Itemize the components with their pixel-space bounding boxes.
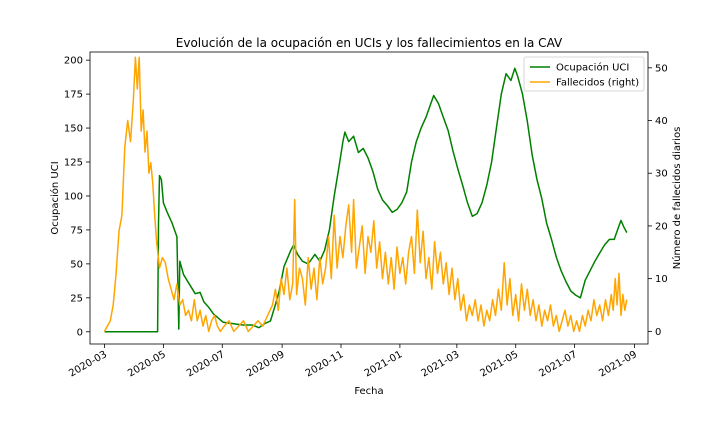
legend-label-deaths: Fallecidos (right) xyxy=(556,78,639,89)
y-left-tick-label: 100 xyxy=(64,191,83,202)
y-right-tick-label: 20 xyxy=(655,221,668,232)
plot-frame xyxy=(89,51,649,345)
x-tick-label: 2021-09 xyxy=(597,349,639,379)
y-right-tick-label: 50 xyxy=(655,63,668,74)
x-tick-label: 2020-03 xyxy=(67,349,109,379)
x-tick-label: 2020-05 xyxy=(126,349,168,379)
y-left-tick-label: 25 xyxy=(70,293,83,304)
series-line-uci xyxy=(104,67,628,333)
x-axis: 2020-03 2020-05 2020-07 2020-09 2020-11 2021-… xyxy=(67,344,639,379)
y-right-tick-label: 30 xyxy=(655,169,668,180)
legend: Ocupación UCI Fallecidos (right) xyxy=(523,56,645,92)
y-left-tick-label: 125 xyxy=(64,158,83,169)
legend-box xyxy=(523,56,645,92)
y-left-tick-label: 175 xyxy=(64,90,83,101)
y-axis-right-label: Número de fallecidos diarios xyxy=(671,127,683,270)
y-axis-left: 0 25 50 75 100 125 150 175 200 xyxy=(64,56,90,338)
x-tick-label: 2020-07 xyxy=(185,349,227,379)
y-right-tick-label: 0 xyxy=(655,327,661,338)
y-left-tick-label: 150 xyxy=(64,124,83,135)
y-left-tick-label: 0 xyxy=(77,327,83,338)
y-right-tick-label: 40 xyxy=(655,116,668,127)
x-axis-label: Fecha xyxy=(354,386,383,397)
y-right-tick-label: 10 xyxy=(655,274,668,285)
series-line-deaths xyxy=(103,56,628,333)
y-axis-right: 0 10 20 30 40 50 xyxy=(648,63,668,338)
y-left-tick-label: 50 xyxy=(70,259,83,270)
x-tick-label: 2020-09 xyxy=(245,349,287,379)
chart-title: Evolución de la ocupación en UCIs y los … xyxy=(176,36,563,50)
series-layer xyxy=(103,56,628,333)
x-tick-label: 2020-11 xyxy=(304,349,346,379)
x-tick-label: 2021-05 xyxy=(479,349,521,379)
y-left-tick-label: 75 xyxy=(70,225,83,236)
legend-label-uci: Ocupación UCI xyxy=(556,62,629,74)
x-tick-label: 2021-01 xyxy=(363,349,405,379)
y-axis-left-label: Ocupación UCI xyxy=(49,161,61,234)
x-tick-label: 2021-07 xyxy=(537,349,579,379)
x-tick-label: 2021-03 xyxy=(420,349,462,379)
y-left-tick-label: 200 xyxy=(64,56,83,67)
